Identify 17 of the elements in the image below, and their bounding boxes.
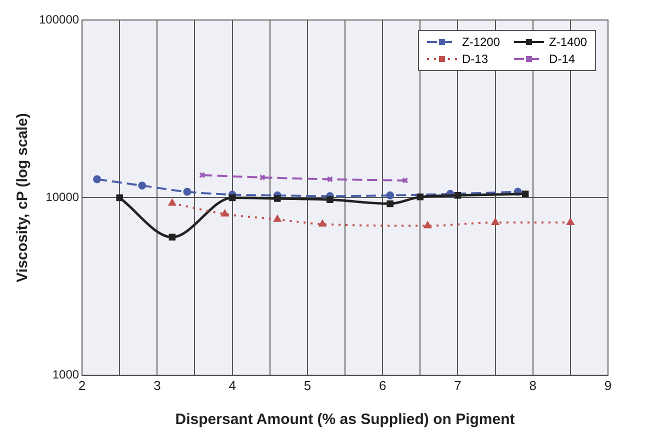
y-axis-title: Viscosity, cP (log scale) <box>14 113 32 282</box>
legend-label: D-14 <box>549 52 576 66</box>
x-tick-label: 8 <box>529 378 536 393</box>
x-tick-label: 6 <box>378 378 386 393</box>
x-axis-title: Dispersant Amount (% as Supplied) on Pigment <box>175 411 515 428</box>
y-tick-label: 1000 <box>52 368 80 382</box>
x-tick-label: 9 <box>604 378 612 393</box>
x-tick-label: 2 <box>78 378 86 393</box>
y-tick-label: 100000 <box>38 12 80 26</box>
legend-label: Z-1400 <box>549 35 588 49</box>
x-tick-label: 4 <box>228 378 236 393</box>
x-tick-label: 7 <box>454 378 462 393</box>
y-tick-label: 10000 <box>46 190 80 204</box>
x-tick-label: 5 <box>304 378 312 393</box>
legend-label: D-13 <box>462 52 488 66</box>
x-tick-label: 3 <box>154 378 161 393</box>
legend-label: Z-1200 <box>462 35 500 49</box>
